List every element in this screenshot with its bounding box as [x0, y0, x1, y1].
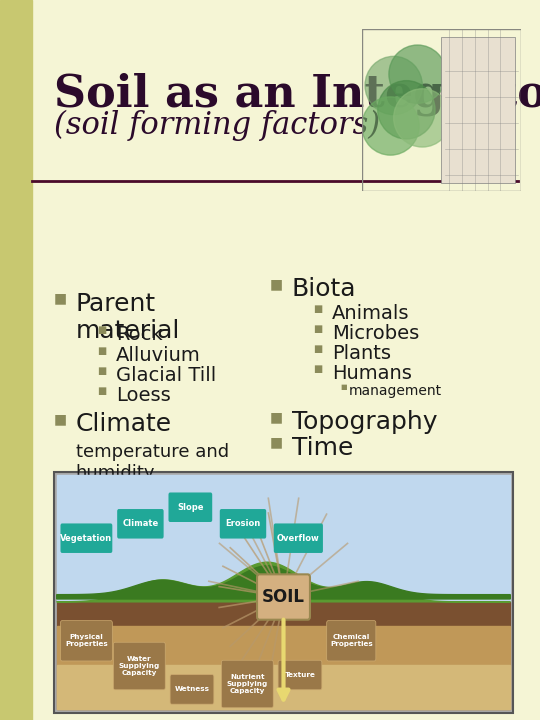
Text: Vegetation: Vegetation: [60, 534, 112, 543]
Text: Loess: Loess: [116, 386, 171, 405]
FancyBboxPatch shape: [60, 621, 112, 661]
Text: (soil forming factors): (soil forming factors): [54, 109, 380, 140]
Text: ■: ■: [313, 344, 322, 354]
Text: ■: ■: [97, 366, 106, 376]
Bar: [442, 37, 515, 183]
FancyBboxPatch shape: [327, 621, 376, 661]
Text: Biota: Biota: [292, 277, 356, 301]
FancyBboxPatch shape: [113, 642, 165, 690]
Circle shape: [378, 81, 435, 139]
Text: Texture: Texture: [285, 672, 315, 678]
FancyBboxPatch shape: [274, 523, 323, 553]
Text: ■: ■: [270, 410, 283, 424]
Circle shape: [362, 97, 419, 155]
Text: ■: ■: [54, 412, 67, 426]
Text: Overflow: Overflow: [277, 534, 320, 543]
Text: ■: ■: [313, 304, 322, 314]
Circle shape: [389, 45, 446, 104]
Text: Physical
Properties: Physical Properties: [65, 634, 108, 647]
Text: temperature and
humidity: temperature and humidity: [76, 443, 229, 482]
Polygon shape: [57, 566, 510, 599]
Text: Climate: Climate: [122, 519, 159, 528]
FancyBboxPatch shape: [257, 575, 310, 620]
Text: Nutrient
Supplying
Capacity: Nutrient Supplying Capacity: [227, 674, 268, 694]
FancyBboxPatch shape: [60, 523, 112, 553]
Circle shape: [365, 56, 422, 114]
Text: ■: ■: [313, 324, 322, 334]
Bar: [57, 475, 510, 709]
Text: ■: ■: [340, 384, 347, 390]
Text: management: management: [348, 384, 441, 398]
Text: ■: ■: [270, 277, 283, 291]
Text: Plants: Plants: [332, 344, 391, 363]
Bar: [57, 626, 510, 709]
Text: Rock: Rock: [116, 325, 163, 344]
Bar: [57, 665, 510, 709]
Text: Parent
material: Parent material: [76, 292, 180, 343]
Text: Alluvium: Alluvium: [116, 346, 201, 364]
Text: Humans: Humans: [332, 364, 412, 383]
Circle shape: [394, 89, 451, 147]
Text: Soil as an Integrator: Soil as an Integrator: [54, 72, 540, 115]
Text: Chemical
Properties: Chemical Properties: [330, 634, 373, 647]
Text: ■: ■: [54, 292, 67, 305]
Text: Microbes: Microbes: [332, 324, 420, 343]
FancyBboxPatch shape: [220, 509, 266, 539]
Text: Water
Supplying
Capacity: Water Supplying Capacity: [119, 656, 160, 676]
Text: ■: ■: [270, 436, 283, 449]
FancyBboxPatch shape: [170, 675, 214, 704]
Text: Erosion: Erosion: [225, 519, 261, 528]
Text: Slope: Slope: [177, 503, 204, 512]
Polygon shape: [57, 562, 510, 602]
Text: SOIL: SOIL: [262, 588, 305, 606]
Text: ■: ■: [97, 386, 106, 396]
Text: ■: ■: [97, 346, 106, 356]
Text: Animals: Animals: [332, 304, 410, 323]
Text: Climate: Climate: [76, 412, 172, 436]
Text: Wetness: Wetness: [174, 686, 210, 693]
Bar: [0, 0, 32, 720]
FancyBboxPatch shape: [221, 660, 273, 708]
Text: Topography: Topography: [292, 410, 437, 434]
Text: ■: ■: [97, 325, 106, 336]
Text: Time: Time: [292, 436, 353, 459]
FancyBboxPatch shape: [278, 660, 322, 690]
Text: Glacial Till: Glacial Till: [116, 366, 217, 384]
Bar: [57, 602, 510, 709]
Text: ■: ■: [313, 364, 322, 374]
Bar: [54, 472, 513, 713]
FancyBboxPatch shape: [168, 492, 212, 522]
FancyBboxPatch shape: [117, 509, 164, 539]
